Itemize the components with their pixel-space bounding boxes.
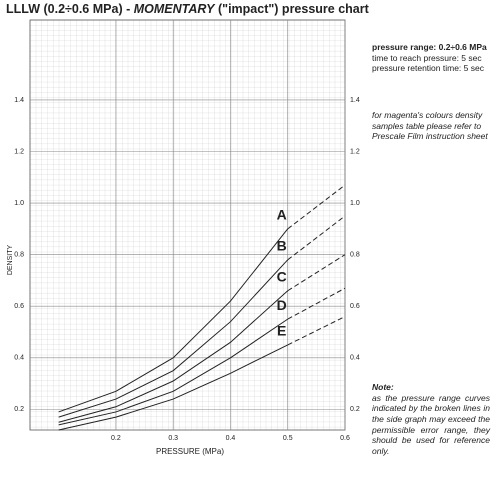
condition: time to reach pressure: 5 sec [372,52,482,63]
chart-title: LLLW (0.2÷0.6 MPa) - MOMENTARY ("impact"… [6,2,370,16]
y-tick-label: 1.0 [14,200,24,207]
y-tick-label-right: 0.2 [350,406,360,413]
curve-extension [287,316,346,346]
note: Note: as the pressure range curves indic… [372,382,490,456]
y-tick-label-right: 0.6 [350,303,360,310]
y-tick-label: 0.2 [14,406,24,413]
note-text: as the pressure range curves indicated b… [372,392,490,456]
y-tick-label: 1.4 [14,97,24,104]
x-axis-label: PRESSURE (MPa) [156,447,224,456]
note-title: Note: [372,382,394,392]
curve [58,344,288,431]
y-tick-label-right: 1.0 [350,200,360,207]
curve-extension [287,287,346,320]
curve-label: D [277,297,287,313]
curve-label: E [277,323,286,339]
conditions: pressure range: 0.2÷0.6 MPa time to reac… [372,42,487,74]
y-tick-label-right: 0.8 [350,251,360,258]
x-tick-label: 0.6 [340,435,350,442]
curve-label: B [277,238,287,254]
y-axis-label: DENSITY [7,245,14,276]
y-tick-label-right: 1.2 [350,148,360,155]
y-tick-label: 0.4 [14,355,24,362]
condition: pressure retention time: 5 sec [372,63,484,74]
curve-label: C [277,268,287,284]
curve-label: A [277,207,287,223]
curve [58,318,289,426]
y-tick-label: 0.8 [14,251,24,258]
plot-area [29,19,346,431]
y-tick-label-right: 0.4 [350,355,360,362]
x-tick-label: 0.2 [111,435,121,442]
curve [58,290,289,423]
x-tick-label: 0.3 [168,435,178,442]
y-tick-label-right: 1.4 [350,97,360,104]
x-tick-label: 0.4 [226,435,236,442]
reference-note: for magenta's colours density samples ta… [372,110,488,142]
condition: pressure range: 0.2÷0.6 MPa [372,42,487,52]
x-tick-label: 0.5 [283,435,293,442]
curve-extension [287,254,346,292]
curve [58,259,289,418]
y-tick-label: 1.2 [14,148,24,155]
y-tick-label: 0.6 [14,303,24,310]
curve-extension [287,215,346,261]
curve-extension [287,184,346,230]
curve [58,228,289,413]
